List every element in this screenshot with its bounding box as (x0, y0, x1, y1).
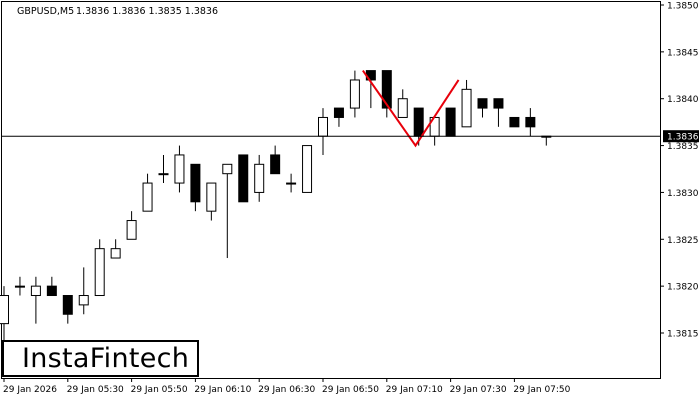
candle-body-bearish (477, 98, 488, 109)
candle (493, 98, 504, 127)
candle-body-bearish (381, 70, 392, 109)
candle-body-bullish (30, 285, 41, 297)
candle-body-bullish (174, 154, 185, 184)
y-tick-label: 1.3835 (667, 142, 699, 152)
candle-body-bullish (94, 248, 105, 297)
candle-body-bearish (270, 154, 281, 175)
candle-body-bullish (397, 98, 408, 118)
candle (62, 295, 73, 324)
candles-layer (0, 70, 552, 343)
x-tick-label: 29 Jan 07:30 (450, 385, 507, 395)
candle (254, 154, 265, 202)
x-tick-label: 29 Jan 05:30 (67, 385, 124, 395)
candle (30, 276, 41, 324)
x-tick-label: 29 Jan 06:50 (322, 385, 379, 395)
candle-body-bearish (493, 98, 504, 109)
candle (78, 267, 89, 315)
candle-body-bearish (333, 107, 344, 118)
candle (333, 107, 344, 127)
candle (397, 89, 408, 118)
y-axis: 1.3850 1.3845 1.3840 1.3835 1.3830 1.3825 1.38… (661, 2, 699, 340)
candle-body-bearish (62, 295, 73, 315)
candle (238, 154, 249, 203)
candle-body-bullish (254, 163, 265, 193)
candle-body-bullish (126, 220, 137, 240)
x-axis: 29 Jan 2026 29 Jan 05:30 29 Jan 05:50 29 Ja… (3, 378, 571, 395)
pattern-overlay-layer (362, 70, 460, 148)
candle-body-bullish (0, 295, 9, 325)
candle (110, 239, 121, 259)
x-tick-label: 29 Jan 2026 (3, 385, 57, 395)
candle (174, 145, 185, 193)
candle (190, 163, 201, 212)
candle (445, 107, 456, 137)
x-tick-label: 29 Jan 07:50 (513, 385, 570, 395)
candle-body-bullish (14, 285, 25, 288)
y-tick-label: 1.3825 (667, 236, 699, 246)
candle (158, 154, 169, 184)
candle (302, 145, 313, 193)
logo-text: InstaFintech (22, 343, 190, 374)
plot-area-frame (1, 1, 661, 379)
candle-body-bullish (158, 173, 169, 176)
candle-body-bearish (445, 107, 456, 137)
candle (206, 182, 217, 221)
candle (222, 163, 233, 259)
candle (286, 173, 297, 193)
instafintech-logo: InstaFintech (2, 340, 199, 377)
current-price-line-layer: 1.3836 (2, 130, 699, 143)
current-price-label: 1.3836 (667, 133, 699, 143)
candle-body-bullish (318, 116, 328, 137)
candle-body-bearish (46, 285, 57, 297)
y-tick-label: 1.3845 (667, 48, 699, 58)
candle-body-bullish (110, 248, 121, 259)
candle (461, 79, 472, 128)
candle (381, 70, 392, 118)
candle-body-bullish (461, 88, 472, 128)
candle (94, 239, 105, 297)
ohlc-values-label: 1.3836 1.3836 1.3835 1.3836 (76, 6, 218, 17)
symbol-timeframe-label: GBPUSD,M5 (17, 6, 74, 17)
y-tick-label: 1.3830 (667, 189, 699, 199)
y-tick-label: 1.3850 (667, 2, 699, 12)
candle (142, 173, 153, 212)
candle-body-bearish (238, 154, 249, 203)
y-tick-label: 1.3820 (667, 283, 699, 293)
candle (14, 276, 25, 296)
x-tick-label: 29 Jan 06:10 (194, 385, 251, 395)
candle-body-bullish (206, 182, 217, 212)
candle (509, 116, 520, 128)
current-price-label-bg (663, 130, 699, 143)
candle-body-bearish (190, 163, 201, 203)
candle (0, 286, 9, 343)
x-tick-label: 29 Jan 07:10 (386, 385, 443, 395)
candle (525, 108, 536, 137)
y-tick-label: 1.3815 (667, 330, 699, 340)
candle (270, 145, 281, 175)
x-tick-label: 29 Jan 06:30 (258, 385, 315, 395)
candle-body-bearish (509, 116, 520, 128)
candle-body-bullish (142, 182, 153, 212)
candle-body-bearish (413, 107, 424, 137)
candle (126, 211, 137, 240)
candle (349, 70, 360, 118)
candle-body-bullish (222, 163, 233, 175)
candle-body-bullish (349, 79, 360, 109)
candle-body-bullish (286, 182, 297, 185)
candle-body-bullish (302, 145, 313, 193)
candle (477, 98, 488, 118)
candle-body-bearish (525, 116, 536, 128)
candle (46, 276, 57, 297)
x-tick-label: 29 Jan 05:50 (131, 385, 188, 395)
double-top-pattern-line (362, 70, 460, 148)
y-tick-label: 1.3840 (667, 95, 699, 105)
candle-body-bullish (78, 295, 89, 306)
